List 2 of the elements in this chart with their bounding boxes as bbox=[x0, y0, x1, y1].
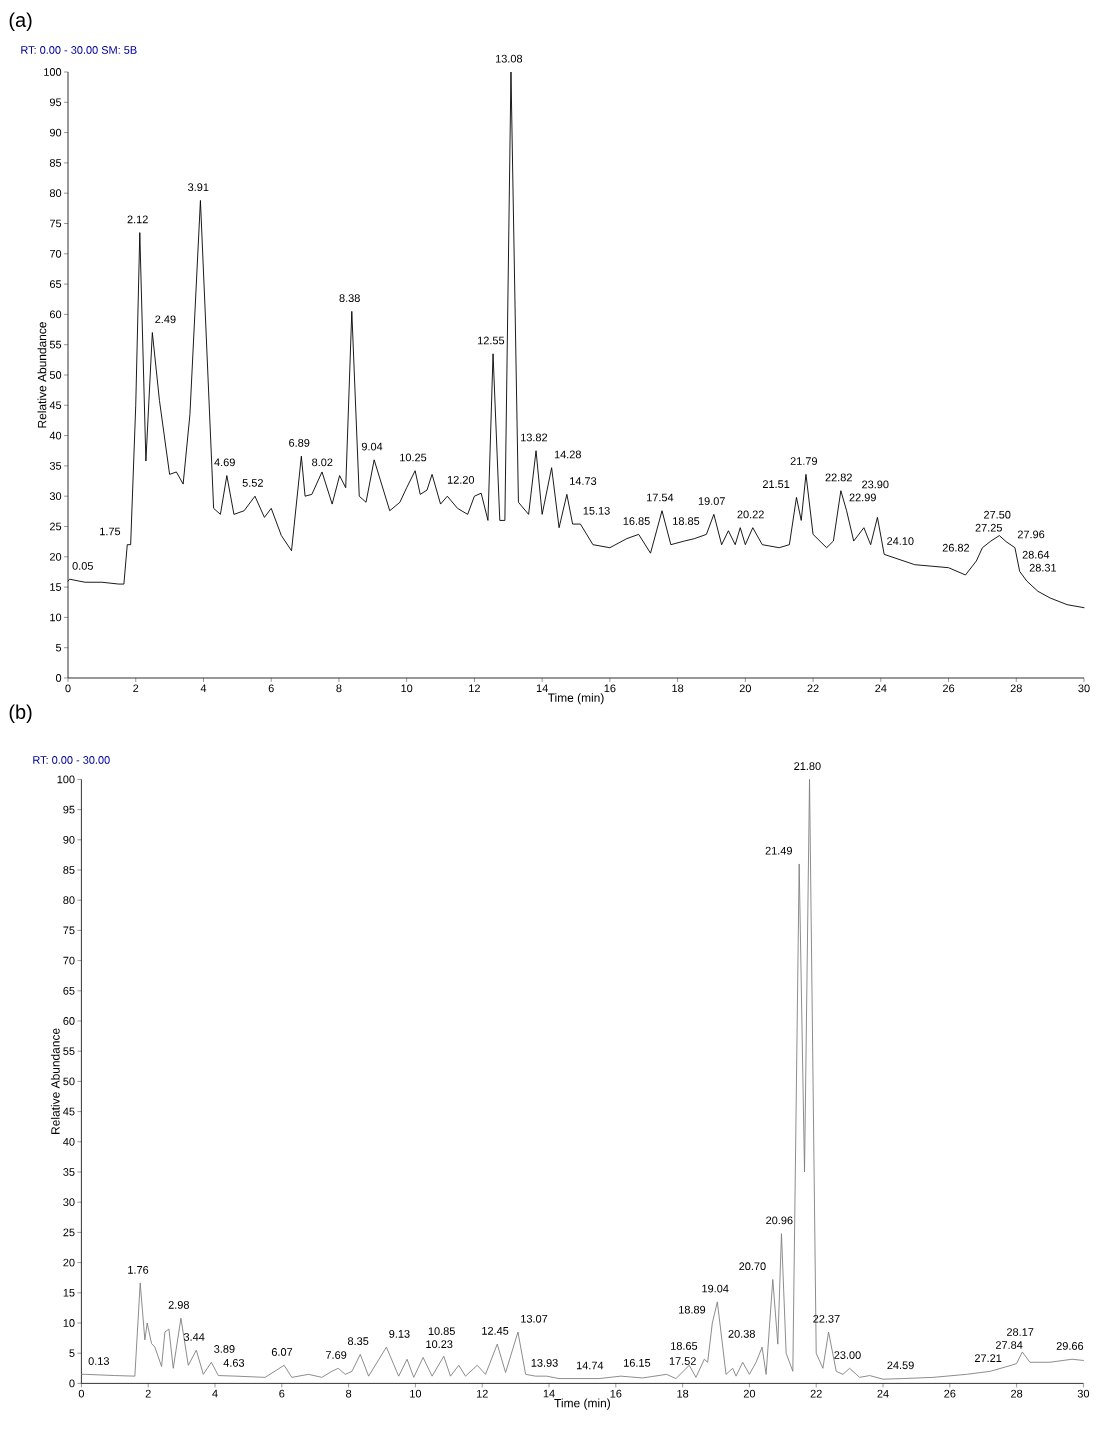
chart-title: (b) bbox=[9, 704, 32, 723]
chart-title: (a) bbox=[9, 12, 32, 31]
